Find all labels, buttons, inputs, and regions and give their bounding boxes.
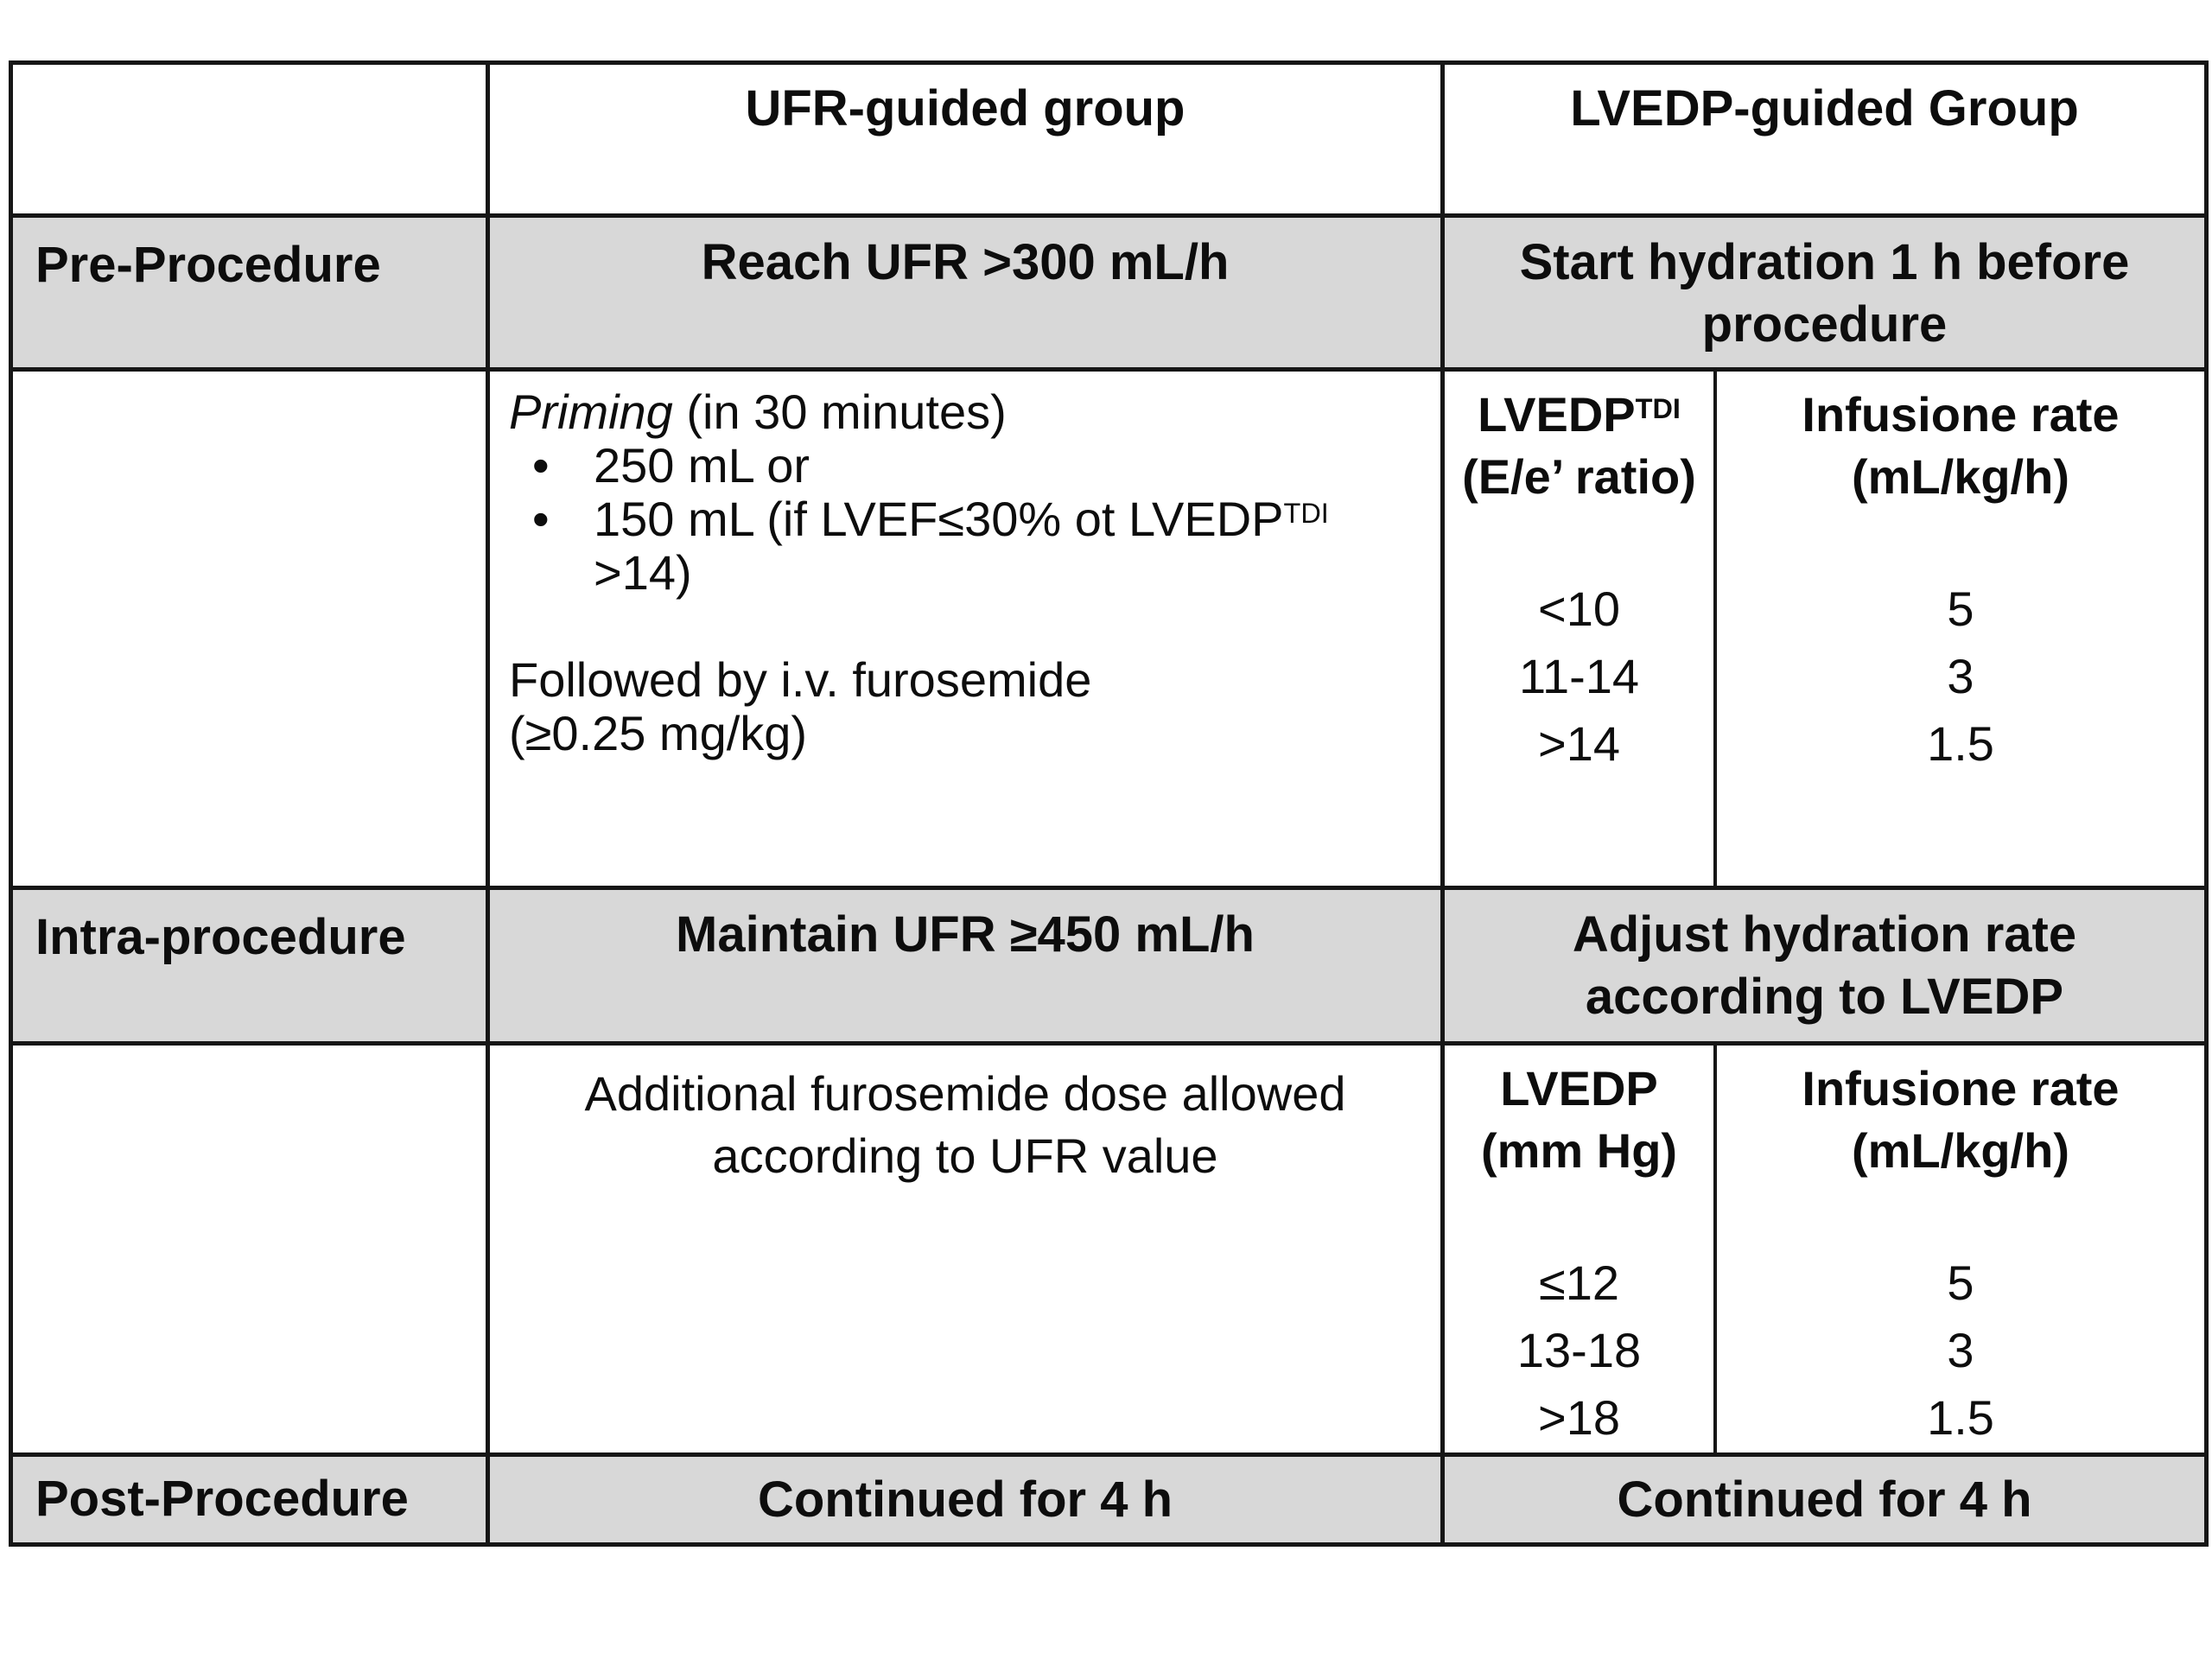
- subtable-header-infusion-rate: Infusione rate (mL/kg/h): [1717, 1058, 2204, 1182]
- rate-value: 1.5: [1927, 716, 1994, 771]
- lvedp-label: LVEDP: [1500, 1061, 1658, 1116]
- subtable-col-lvedp-mmhg: LVEDP (mm Hg) ≤12 13-18 >18: [1445, 1046, 1717, 1452]
- range-value: >14: [1538, 716, 1620, 771]
- furosemide-followup-text: Followed by i.v. furosemide (≥0.25 mg/kg…: [509, 652, 1092, 760]
- range-value: >18: [1538, 1390, 1620, 1445]
- tdi-superscript: TDI: [1283, 498, 1329, 530]
- mmhg-label: (mm Hg): [1480, 1123, 1678, 1178]
- bullet-icon: •: [532, 492, 550, 546]
- range-value: <10: [1538, 582, 1620, 636]
- priming-bullet-2-text: 150 mL (if LVEF≤30% ot LVEDP: [594, 492, 1284, 546]
- lvedp-mmhg-ranges: ≤12 13-18 >18: [1445, 1249, 1713, 1452]
- priming-note: (in 30 minutes): [672, 385, 1007, 439]
- infusion-rate-values: 5 3 1.5: [1717, 575, 2204, 778]
- lvedp-label: LVEDP: [1478, 387, 1636, 442]
- priming-title: Priming: [509, 385, 673, 439]
- lvedp-tdi-subtable: LVEDPTDI (E/e’ ratio) <10 11-14 >14 Infus…: [1445, 372, 2204, 890]
- priming-bullet-list: • 250 mL or • 150 mL (if LVEF≤30% ot LVE…: [509, 439, 1432, 600]
- subtable-col-infusion-rate: Infusione rate (mL/kg/h) 5 3 1.5: [1717, 372, 2204, 886]
- row-label-post-procedure: Post-Procedure: [13, 1457, 490, 1542]
- rate-value: 3: [1947, 1323, 1974, 1377]
- subtable-header-lvedp-mmhg: LVEDP (mm Hg): [1445, 1058, 1713, 1182]
- subtable-col-infusion-rate: Infusione rate (mL/kg/h) 5 3 1.5: [1717, 1046, 2204, 1452]
- tdi-superscript: TDI: [1635, 393, 1681, 425]
- column-header-lvedp-group: LVEDP-guided Group: [1445, 65, 2204, 218]
- intra-procedure-lvedp-statement: Adjust hydration rate according to LVEDP: [1445, 890, 2204, 1046]
- priming-cell: Priming (in 30 minutes) • 250 mL or • 15…: [490, 372, 1445, 890]
- rate-value: 5: [1947, 1255, 1974, 1310]
- additional-furosemide-cell: Additional furosemide dose allowed accor…: [490, 1046, 1445, 1457]
- subtable-header-lvedp-tdi: LVEDPTDI (E/e’ ratio): [1445, 384, 1713, 508]
- priming-title-line: Priming (in 30 minutes): [509, 385, 1432, 439]
- column-header-ufr-group: UFR-guided group: [490, 65, 1445, 218]
- infusione-rate-label: Infusione rate: [1802, 1061, 2120, 1116]
- pre-procedure-lvedp-statement: Start hydration 1 h before procedure: [1445, 218, 2204, 372]
- subtable-col-lvedp-tdi: LVEDPTDI (E/e’ ratio) <10 11-14 >14: [1445, 372, 1717, 886]
- post-procedure-ufr-statement: Continued for 4 h: [490, 1457, 1445, 1542]
- range-value: ≤12: [1538, 1255, 1620, 1310]
- hydration-protocol-table: UFR-guided group LVEDP-guided Group Pre-…: [9, 60, 2209, 1547]
- priming-bullet-2: 150 mL (if LVEF≤30% ot LVEDPTDI >14): [594, 493, 1432, 600]
- rate-value: 1.5: [1927, 1390, 1994, 1445]
- priming-bullet-2-cont: >14): [594, 545, 692, 600]
- bullet-icon: •: [532, 438, 550, 493]
- row-label-pre-procedure: Pre-Procedure: [13, 218, 490, 372]
- corner-cell: [13, 65, 490, 218]
- empty-cell-intra-detail: [13, 1046, 490, 1457]
- post-procedure-lvedp-statement: Continued for 4 h: [1445, 1457, 2204, 1542]
- rate-value: 5: [1947, 582, 1974, 636]
- list-item: • 150 mL (if LVEF≤30% ot LVEDPTDI >14): [509, 493, 1432, 600]
- units-label: (mL/kg/h): [1852, 449, 2069, 504]
- list-item: • 250 mL or: [509, 439, 1432, 493]
- subtable-header-infusion-rate: Infusione rate (mL/kg/h): [1717, 384, 2204, 508]
- empty-cell-pre-detail: [13, 372, 490, 890]
- lvedp-mmhg-subtable: LVEDP (mm Hg) ≤12 13-18 >18 Infusione rat…: [1445, 1046, 2204, 1457]
- ee-ratio-label: (E/e’ ratio): [1462, 449, 1696, 504]
- range-value: 13-18: [1516, 1323, 1642, 1377]
- units-label: (mL/kg/h): [1852, 1123, 2069, 1178]
- lvedp-tdi-ranges: <10 11-14 >14: [1445, 575, 1713, 778]
- intra-procedure-ufr-statement: Maintain UFR ≥450 mL/h: [490, 890, 1445, 1046]
- range-value: 11-14: [1518, 649, 1640, 703]
- row-label-intra-procedure: Intra-procedure: [13, 890, 490, 1046]
- priming-bullet-1: 250 mL or: [594, 438, 810, 493]
- infusion-rate-values: 5 3 1.5: [1717, 1249, 2204, 1452]
- rate-value: 3: [1947, 649, 1974, 703]
- pre-procedure-ufr-statement: Reach UFR >300 mL/h: [490, 218, 1445, 372]
- infusione-rate-label: Infusione rate: [1802, 387, 2120, 442]
